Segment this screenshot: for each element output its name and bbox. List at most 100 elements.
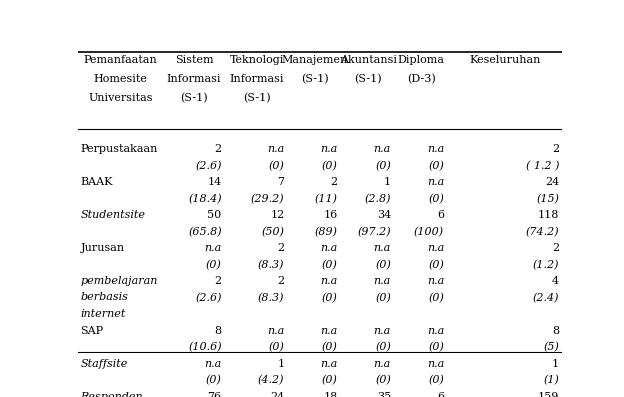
Text: (8.3): (8.3) xyxy=(258,260,285,270)
Text: Manajemen: Manajemen xyxy=(282,55,348,65)
Text: (0): (0) xyxy=(428,293,444,303)
Text: (0): (0) xyxy=(375,342,391,352)
Text: 35: 35 xyxy=(377,391,391,397)
Text: (2.6): (2.6) xyxy=(195,293,222,303)
Text: Studentsite: Studentsite xyxy=(80,210,145,220)
Text: (8.3): (8.3) xyxy=(258,293,285,303)
Text: (2.4): (2.4) xyxy=(533,293,559,303)
Text: n.a: n.a xyxy=(321,358,338,368)
Text: 2: 2 xyxy=(552,243,559,253)
Text: (1.2): (1.2) xyxy=(533,260,559,270)
Text: (S-1): (S-1) xyxy=(180,93,208,104)
Text: (4.2): (4.2) xyxy=(258,375,285,385)
Text: (0): (0) xyxy=(428,375,444,385)
Text: ( 1.2 ): ( 1.2 ) xyxy=(525,160,559,171)
Text: Staffsite: Staffsite xyxy=(80,358,128,368)
Text: (5): (5) xyxy=(544,342,559,352)
Text: Akuntansi: Akuntansi xyxy=(339,55,397,65)
Text: 76: 76 xyxy=(208,391,222,397)
Text: 2: 2 xyxy=(215,144,222,154)
Text: berbasis: berbasis xyxy=(80,293,129,303)
Text: pembelajaran: pembelajaran xyxy=(80,276,158,286)
Text: (50): (50) xyxy=(261,226,285,237)
Text: 118: 118 xyxy=(538,210,559,220)
Text: n.a: n.a xyxy=(427,177,444,187)
Text: (1): (1) xyxy=(544,375,559,385)
Text: (0): (0) xyxy=(268,160,285,171)
Text: (0): (0) xyxy=(428,193,444,204)
Text: Sistem: Sistem xyxy=(175,55,213,65)
Text: n.a: n.a xyxy=(321,144,338,154)
Text: (65.8): (65.8) xyxy=(188,226,222,237)
Text: 50: 50 xyxy=(207,210,222,220)
Text: (0): (0) xyxy=(428,342,444,352)
Text: 8: 8 xyxy=(552,326,559,335)
Text: (18.4): (18.4) xyxy=(188,193,222,204)
Text: n.a: n.a xyxy=(374,144,391,154)
Text: (89): (89) xyxy=(314,226,338,237)
Text: internet: internet xyxy=(80,309,126,319)
Text: (0): (0) xyxy=(375,293,391,303)
Text: 4: 4 xyxy=(552,276,559,286)
Text: (0): (0) xyxy=(322,293,338,303)
Text: (0): (0) xyxy=(206,375,222,385)
Text: (0): (0) xyxy=(322,260,338,270)
Text: n.a: n.a xyxy=(427,326,444,335)
Text: (29.2): (29.2) xyxy=(251,193,285,204)
Text: n.a: n.a xyxy=(321,276,338,286)
Text: 2: 2 xyxy=(215,276,222,286)
Text: 1: 1 xyxy=(278,358,285,368)
Text: (10.6): (10.6) xyxy=(188,342,222,352)
Text: 159: 159 xyxy=(538,391,559,397)
Text: Informasi: Informasi xyxy=(230,74,284,84)
Text: (D-3): (D-3) xyxy=(407,74,436,85)
Text: 16: 16 xyxy=(323,210,338,220)
Text: (0): (0) xyxy=(322,342,338,352)
Text: (0): (0) xyxy=(428,260,444,270)
Text: Perpustakaan: Perpustakaan xyxy=(80,144,158,154)
Text: (15): (15) xyxy=(536,193,559,204)
Text: n.a: n.a xyxy=(427,144,444,154)
Text: Homesite: Homesite xyxy=(94,74,147,84)
Text: 18: 18 xyxy=(323,391,338,397)
Text: Jurusan: Jurusan xyxy=(80,243,125,253)
Text: (74.2): (74.2) xyxy=(525,226,559,237)
Text: n.a: n.a xyxy=(267,326,285,335)
Text: (100): (100) xyxy=(414,226,444,237)
Text: n.a: n.a xyxy=(205,243,222,253)
Text: (S-1): (S-1) xyxy=(354,74,382,85)
Text: n.a: n.a xyxy=(205,358,222,368)
Text: (S-1): (S-1) xyxy=(243,93,271,104)
Text: 1: 1 xyxy=(552,358,559,368)
Text: 7: 7 xyxy=(278,177,285,187)
Text: n.a: n.a xyxy=(374,358,391,368)
Text: SAP: SAP xyxy=(80,326,104,335)
Text: Diploma: Diploma xyxy=(398,55,445,65)
Text: Responden: Responden xyxy=(80,391,143,397)
Text: 1: 1 xyxy=(384,177,391,187)
Text: (S-1): (S-1) xyxy=(301,74,329,85)
Text: Keseluruhan: Keseluruhan xyxy=(469,55,540,65)
Text: n.a: n.a xyxy=(267,144,285,154)
Text: (0): (0) xyxy=(268,342,285,352)
Text: n.a: n.a xyxy=(321,243,338,253)
Text: (0): (0) xyxy=(322,160,338,171)
Text: n.a: n.a xyxy=(427,243,444,253)
Text: (2.6): (2.6) xyxy=(195,160,222,171)
Text: (0): (0) xyxy=(206,260,222,270)
Text: n.a: n.a xyxy=(374,243,391,253)
Text: 2: 2 xyxy=(331,177,338,187)
Text: n.a: n.a xyxy=(374,326,391,335)
Text: 6: 6 xyxy=(437,210,444,220)
Text: (97.2): (97.2) xyxy=(358,226,391,237)
Text: n.a: n.a xyxy=(427,276,444,286)
Text: 8: 8 xyxy=(215,326,222,335)
Text: (0): (0) xyxy=(428,160,444,171)
Text: (11): (11) xyxy=(314,193,338,204)
Text: Universitas: Universitas xyxy=(88,93,152,103)
Text: Informasi: Informasi xyxy=(167,74,222,84)
Text: 2: 2 xyxy=(278,243,285,253)
Text: 2: 2 xyxy=(278,276,285,286)
Text: n.a: n.a xyxy=(374,276,391,286)
Text: (0): (0) xyxy=(375,375,391,385)
